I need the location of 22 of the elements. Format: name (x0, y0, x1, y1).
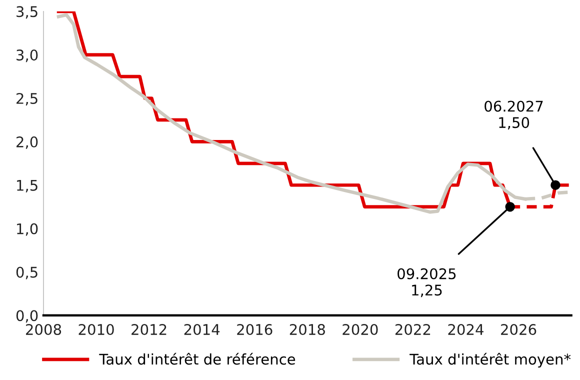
y-tick-label: 1,0 (17, 223, 38, 236)
y-tick-label: 3,5 (16, 6, 38, 19)
x-tick-label: 2020 (342, 324, 378, 336)
x-tick-label: 2012 (132, 324, 166, 336)
x-tick-label: 2010 (78, 324, 114, 336)
y-tick-label: 3,0 (16, 50, 38, 62)
y-tick-label: 2,5 (16, 92, 38, 106)
y-tick-label: 0,5 (16, 266, 38, 280)
x-tick-label: 2018 (290, 324, 325, 336)
x-tick-label: 2024 (448, 324, 484, 336)
y-tick-label: 0,0 (16, 310, 38, 323)
annotation: 09.2025 1,25 (398, 268, 456, 298)
x-tick-label: 2014 (184, 324, 220, 336)
legend-label: Taux d'intérêt moyen* (410, 352, 571, 368)
x-tick-label: 2008 (26, 324, 62, 336)
annotation: 06.2027 1,50 (484, 100, 543, 130)
x-tick-label: 2026 (501, 324, 536, 336)
y-tick-label: 1,5 (17, 180, 38, 192)
legend-label: Taux d'intérêt de référence (99, 352, 296, 365)
x-tick-label: 2022 (395, 324, 430, 336)
y-tick-label: 2,0 (16, 136, 38, 149)
x-tick-label: 2016 (237, 324, 272, 336)
